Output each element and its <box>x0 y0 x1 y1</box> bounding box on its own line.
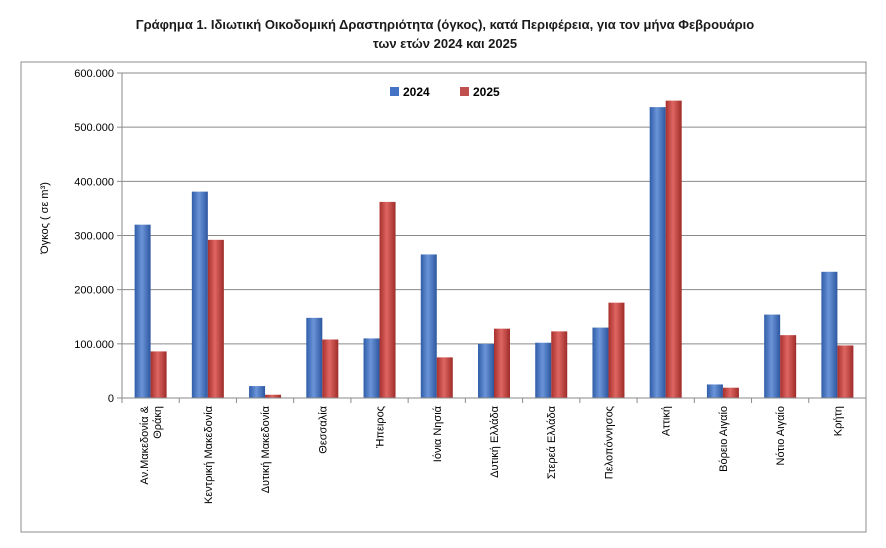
x-tick-label: Ιόνια Νησιά <box>432 405 444 462</box>
bar-2025 <box>436 357 453 398</box>
y-tick-label: 400.000 <box>74 176 114 188</box>
chart-frame <box>20 61 867 533</box>
y-tick-label: 200.000 <box>74 285 114 297</box>
bar-2024 <box>649 107 666 398</box>
bar-2024 <box>306 317 323 398</box>
bar-2024 <box>191 191 208 398</box>
bar-2025 <box>837 345 854 398</box>
bar-2024 <box>363 338 380 398</box>
bar-2024 <box>535 342 552 398</box>
bar-2025 <box>379 201 396 398</box>
bar-2024 <box>592 327 609 398</box>
chart-title-line1: Γράφημα 1. Ιδιωτική Οικοδομική Δραστηριό… <box>136 17 754 32</box>
bar-2025 <box>150 351 167 398</box>
bar-2025 <box>665 100 682 398</box>
gridlines <box>122 72 866 345</box>
bars <box>134 100 854 398</box>
bar-2025 <box>722 387 739 398</box>
bar-2024 <box>821 271 838 398</box>
x-tick-label: Αττική <box>661 406 673 436</box>
bar-2025 <box>551 331 568 398</box>
x-tick-label: Θεσσαλία <box>317 405 329 453</box>
x-tick-label: Στερεά Ελλάδα <box>546 405 558 479</box>
legend-label-2024: 2024 <box>403 85 430 99</box>
y-axis-label: Όγκος ( σε m³) <box>39 182 51 255</box>
legend-swatch-2024 <box>390 87 399 96</box>
y-tick-label: 500.000 <box>74 122 114 134</box>
x-tick-label: Δυτική Ελλάδα <box>489 405 501 477</box>
x-tick-label: Κρήτη <box>832 406 844 436</box>
x-tick-label: Δυτική Μακεδονία <box>260 405 272 493</box>
bar-2025 <box>608 302 625 398</box>
x-tick-label: Ήπειρος <box>375 406 387 449</box>
bar-2024 <box>478 343 494 398</box>
x-tick-label: Κεντρική Μακεδονία <box>203 405 215 504</box>
bar-2025 <box>322 339 339 398</box>
bar-2025 <box>207 239 224 398</box>
bar-2024 <box>134 224 151 398</box>
y-tick-label: 600.000 <box>74 68 114 80</box>
legend: 2024 2025 <box>390 85 500 99</box>
x-axis-ticks: Αν.Μακεδονία & Θράκη Κεντρική Μακεδονία Δυτ… <box>121 397 867 504</box>
x-tick-label: Αν.Μακεδονία & <box>139 405 151 484</box>
bar-2024 <box>706 384 723 398</box>
bar-2025 <box>780 335 797 398</box>
x-tick-label: Πελοπόννησος <box>603 406 615 479</box>
x-tick-label: Βόρειο Αιγαίο <box>718 406 730 472</box>
y-axis-ticks: 0 100.000 200.000 300.000 400.000 500.000 600.… <box>74 68 123 405</box>
chart-title-line2: των ετών 2024 και 2025 <box>373 36 517 51</box>
bar-2024 <box>420 254 437 398</box>
bar-2025 <box>494 328 510 398</box>
legend-label-2025: 2025 <box>473 85 500 99</box>
y-tick-label: 300.000 <box>74 231 114 243</box>
y-tick-label: 100.000 <box>74 339 114 351</box>
bar-2024 <box>764 314 781 398</box>
x-tick-label: Νότιο Αιγαίο <box>775 406 787 465</box>
bar-2025 <box>265 394 282 398</box>
y-tick-label: 0 <box>108 393 114 405</box>
bar-2024 <box>249 386 266 398</box>
legend-swatch-2025 <box>460 87 469 96</box>
x-tick-label: Θράκη <box>152 406 164 439</box>
